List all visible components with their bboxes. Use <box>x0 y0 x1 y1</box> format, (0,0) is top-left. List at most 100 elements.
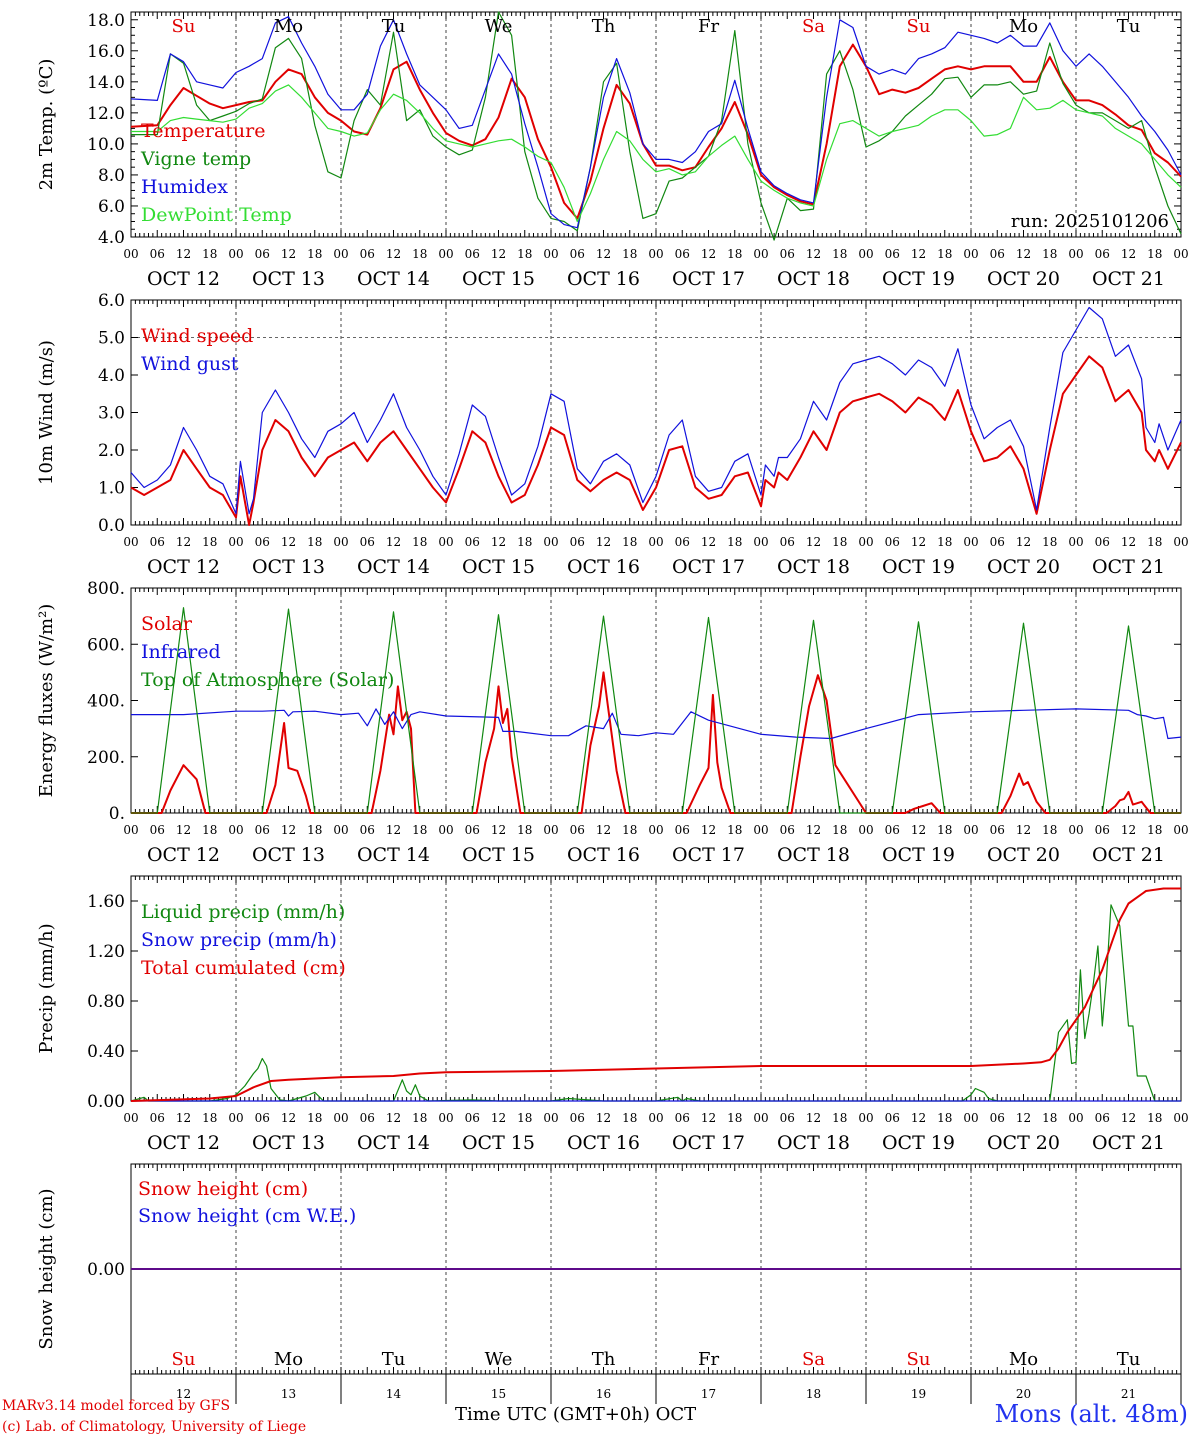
hour-tick-label: 18 <box>1042 823 1057 837</box>
legend-entry: Top of Atmosphere (Solar) <box>141 669 394 691</box>
y-tick-label: 4.0 <box>98 228 125 248</box>
hour-tick-label: 18 <box>832 1111 847 1125</box>
day-number: 20 <box>1016 1387 1031 1401</box>
hour-tick-label: 06 <box>255 823 270 837</box>
hour-tick-label: 12 <box>281 247 296 261</box>
y-tick-label: 600. <box>87 635 125 655</box>
hour-tick-label: 00 <box>963 823 978 837</box>
legend-entry: Snow precip (mm/h) <box>141 929 337 951</box>
date-label: OCT 12 <box>147 844 220 866</box>
hour-tick-label: 18 <box>307 247 322 261</box>
hour-tick-label: 00 <box>123 1111 138 1125</box>
hour-tick-label: 18 <box>202 247 217 261</box>
hour-tick-label: 18 <box>727 247 742 261</box>
hour-tick-label: 00 <box>543 247 558 261</box>
y-tick-label: 10.0 <box>87 135 125 155</box>
hour-tick-label: 00 <box>333 247 348 261</box>
hour-tick-label: 00 <box>963 535 978 549</box>
hour-tick-label: 06 <box>255 535 270 549</box>
hour-tick-label: 06 <box>570 535 585 549</box>
hour-tick-label: 12 <box>806 535 821 549</box>
hour-tick-label: 18 <box>937 247 952 261</box>
hour-tick-label: 00 <box>543 1111 558 1125</box>
hour-tick-label: 00 <box>858 247 873 261</box>
hour-tick-label: 18 <box>727 823 742 837</box>
date-label: OCT 19 <box>882 1132 955 1154</box>
hour-tick-label: 06 <box>990 1111 1005 1125</box>
hour-tick-label: 18 <box>1042 535 1057 549</box>
y-tick-label: 0.0 <box>98 516 125 536</box>
hour-tick-label: 06 <box>1095 823 1110 837</box>
hour-tick-label: 06 <box>675 247 690 261</box>
hour-tick-label: 18 <box>937 823 952 837</box>
hour-tick-label: 12 <box>911 1111 926 1125</box>
date-label: OCT 15 <box>462 556 535 578</box>
hour-tick-label: 12 <box>701 535 716 549</box>
hour-tick-label: 18 <box>1147 247 1162 261</box>
hour-tick-label: 06 <box>360 247 375 261</box>
hour-tick-label: 12 <box>386 535 401 549</box>
date-label: OCT 16 <box>567 268 640 290</box>
y-tick-label: 0.00 <box>87 1092 125 1112</box>
day-label: Tu <box>1117 16 1141 37</box>
hour-tick-label: 06 <box>885 535 900 549</box>
date-label: OCT 21 <box>1092 268 1165 290</box>
plot-frame <box>130 587 1182 814</box>
date-label: OCT 17 <box>672 1132 745 1154</box>
hour-tick-label: 18 <box>1042 1111 1057 1125</box>
hour-tick-label: 00 <box>858 1111 873 1125</box>
hour-tick-label: 00 <box>963 1111 978 1125</box>
hour-tick-label: 00 <box>543 535 558 549</box>
day-number: 17 <box>701 1387 716 1401</box>
hour-tick-label: 18 <box>937 1111 952 1125</box>
hour-tick-label: 18 <box>307 535 322 549</box>
hour-tick-label: 12 <box>386 247 401 261</box>
hour-tick-label: 00 <box>438 247 453 261</box>
hour-tick-label: 06 <box>465 823 480 837</box>
hour-tick-label: 12 <box>1016 535 1031 549</box>
hour-tick-label: 18 <box>412 823 427 837</box>
y-tick-label: 400. <box>87 692 125 712</box>
hour-tick-label: 12 <box>491 247 506 261</box>
panel-temperature: 4.0 6.0 8.0 10.0 12.0 14.0 16.0 18.0 2m Temp. (º… <box>36 11 1189 290</box>
day-label: Th <box>592 16 616 37</box>
hour-tick-label: 12 <box>911 247 926 261</box>
hour-tick-label: 18 <box>202 823 217 837</box>
date-label: OCT 14 <box>357 844 430 866</box>
hour-tick-label: 00 <box>753 823 768 837</box>
legend-entry: DewPoint Temp <box>141 204 292 226</box>
date-label: OCT 18 <box>777 268 850 290</box>
hour-tick-label: 12 <box>1016 1111 1031 1125</box>
hour-tick-label: 06 <box>150 247 165 261</box>
hour-tick-label: 00 <box>543 823 558 837</box>
date-label: OCT 14 <box>357 268 430 290</box>
date-label: OCT 13 <box>252 1132 325 1154</box>
day-number: 13 <box>281 1387 296 1401</box>
hour-tick-label: 06 <box>1095 535 1110 549</box>
y-tick-label: 1.0 <box>98 479 125 499</box>
y-tick-label: 16.0 <box>87 42 125 62</box>
hour-tick-label: 12 <box>806 1111 821 1125</box>
hour-tick-label: 18 <box>1147 1111 1162 1125</box>
day-number: 19 <box>911 1387 926 1401</box>
hour-tick-label: 18 <box>517 823 532 837</box>
hour-tick-label: 12 <box>701 1111 716 1125</box>
hour-tick-label: 12 <box>911 823 926 837</box>
day-number: 18 <box>806 1387 821 1401</box>
day-label: Tu <box>382 16 406 37</box>
hour-tick-label: 06 <box>150 535 165 549</box>
y-tick-label: 18.0 <box>87 11 125 31</box>
hour-tick-label: 06 <box>255 1111 270 1125</box>
legend-entry: Total cumulated (cm) <box>141 957 346 979</box>
series-line-vigne-temp <box>131 11 1182 241</box>
panel-energy: 0. 200. 400. 600. 800. Energy fluxes (W/m²) So… <box>36 579 1189 866</box>
hour-tick-label: 12 <box>491 535 506 549</box>
hour-tick-label: 06 <box>570 247 585 261</box>
hour-tick-label: 12 <box>386 823 401 837</box>
hour-tick-label: 00 <box>333 535 348 549</box>
y-tick-label: 6.0 <box>98 291 125 311</box>
hour-tick-label: 00 <box>753 247 768 261</box>
y-tick-label: 1.20 <box>87 942 125 962</box>
hour-tick-label: 12 <box>1121 823 1136 837</box>
y-tick-label: 3.0 <box>98 404 125 424</box>
